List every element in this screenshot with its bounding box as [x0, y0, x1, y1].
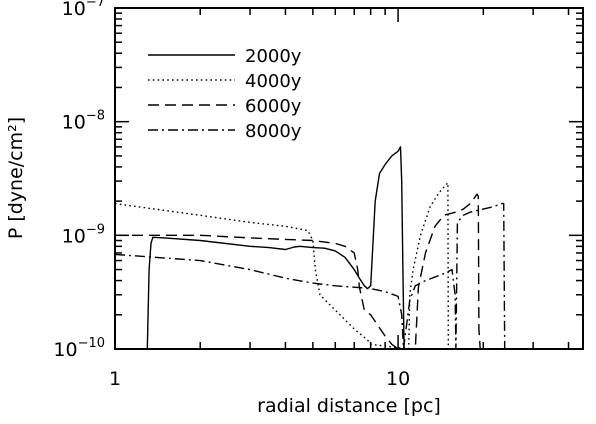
y-tick-label: 10−8	[62, 109, 105, 134]
x-tick-label: 1	[109, 368, 121, 390]
y-axis-title: P [dyne/cm²]	[5, 117, 27, 239]
legend: 2000y 4000y 6000y 8000y	[148, 46, 302, 142]
legend-label: 4000y	[245, 71, 302, 92]
series-line-8000y	[115, 202, 506, 349]
series-line-2000y	[146, 146, 405, 349]
x-axis-title: radial distance [pc]	[257, 395, 441, 417]
series-line-4000y	[115, 182, 449, 349]
y-tick-base: 10	[53, 339, 77, 361]
y-tick-exponent: −8	[86, 109, 105, 124]
y-tick-base: 10	[62, 112, 86, 134]
legend-label: 2000y	[245, 46, 302, 67]
y-tick-label: 10−9	[62, 222, 105, 247]
y-tick-base: 10	[62, 225, 86, 247]
x-tick-label: 10	[386, 368, 410, 390]
legend-label: 8000y	[245, 121, 302, 142]
y-tick-exponent: −10	[78, 336, 105, 351]
y-tick-exponent: −9	[86, 222, 105, 237]
y-tick-label: 10−7	[62, 0, 105, 20]
y-tick-exponent: −7	[86, 0, 105, 10]
y-tick-label: 10−10	[53, 336, 105, 361]
legend-label: 6000y	[245, 96, 302, 117]
series-line-6000y	[115, 193, 481, 349]
y-tick-base: 10	[62, 0, 86, 20]
plot-frame	[114, 7, 584, 350]
series-layer	[115, 146, 506, 349]
